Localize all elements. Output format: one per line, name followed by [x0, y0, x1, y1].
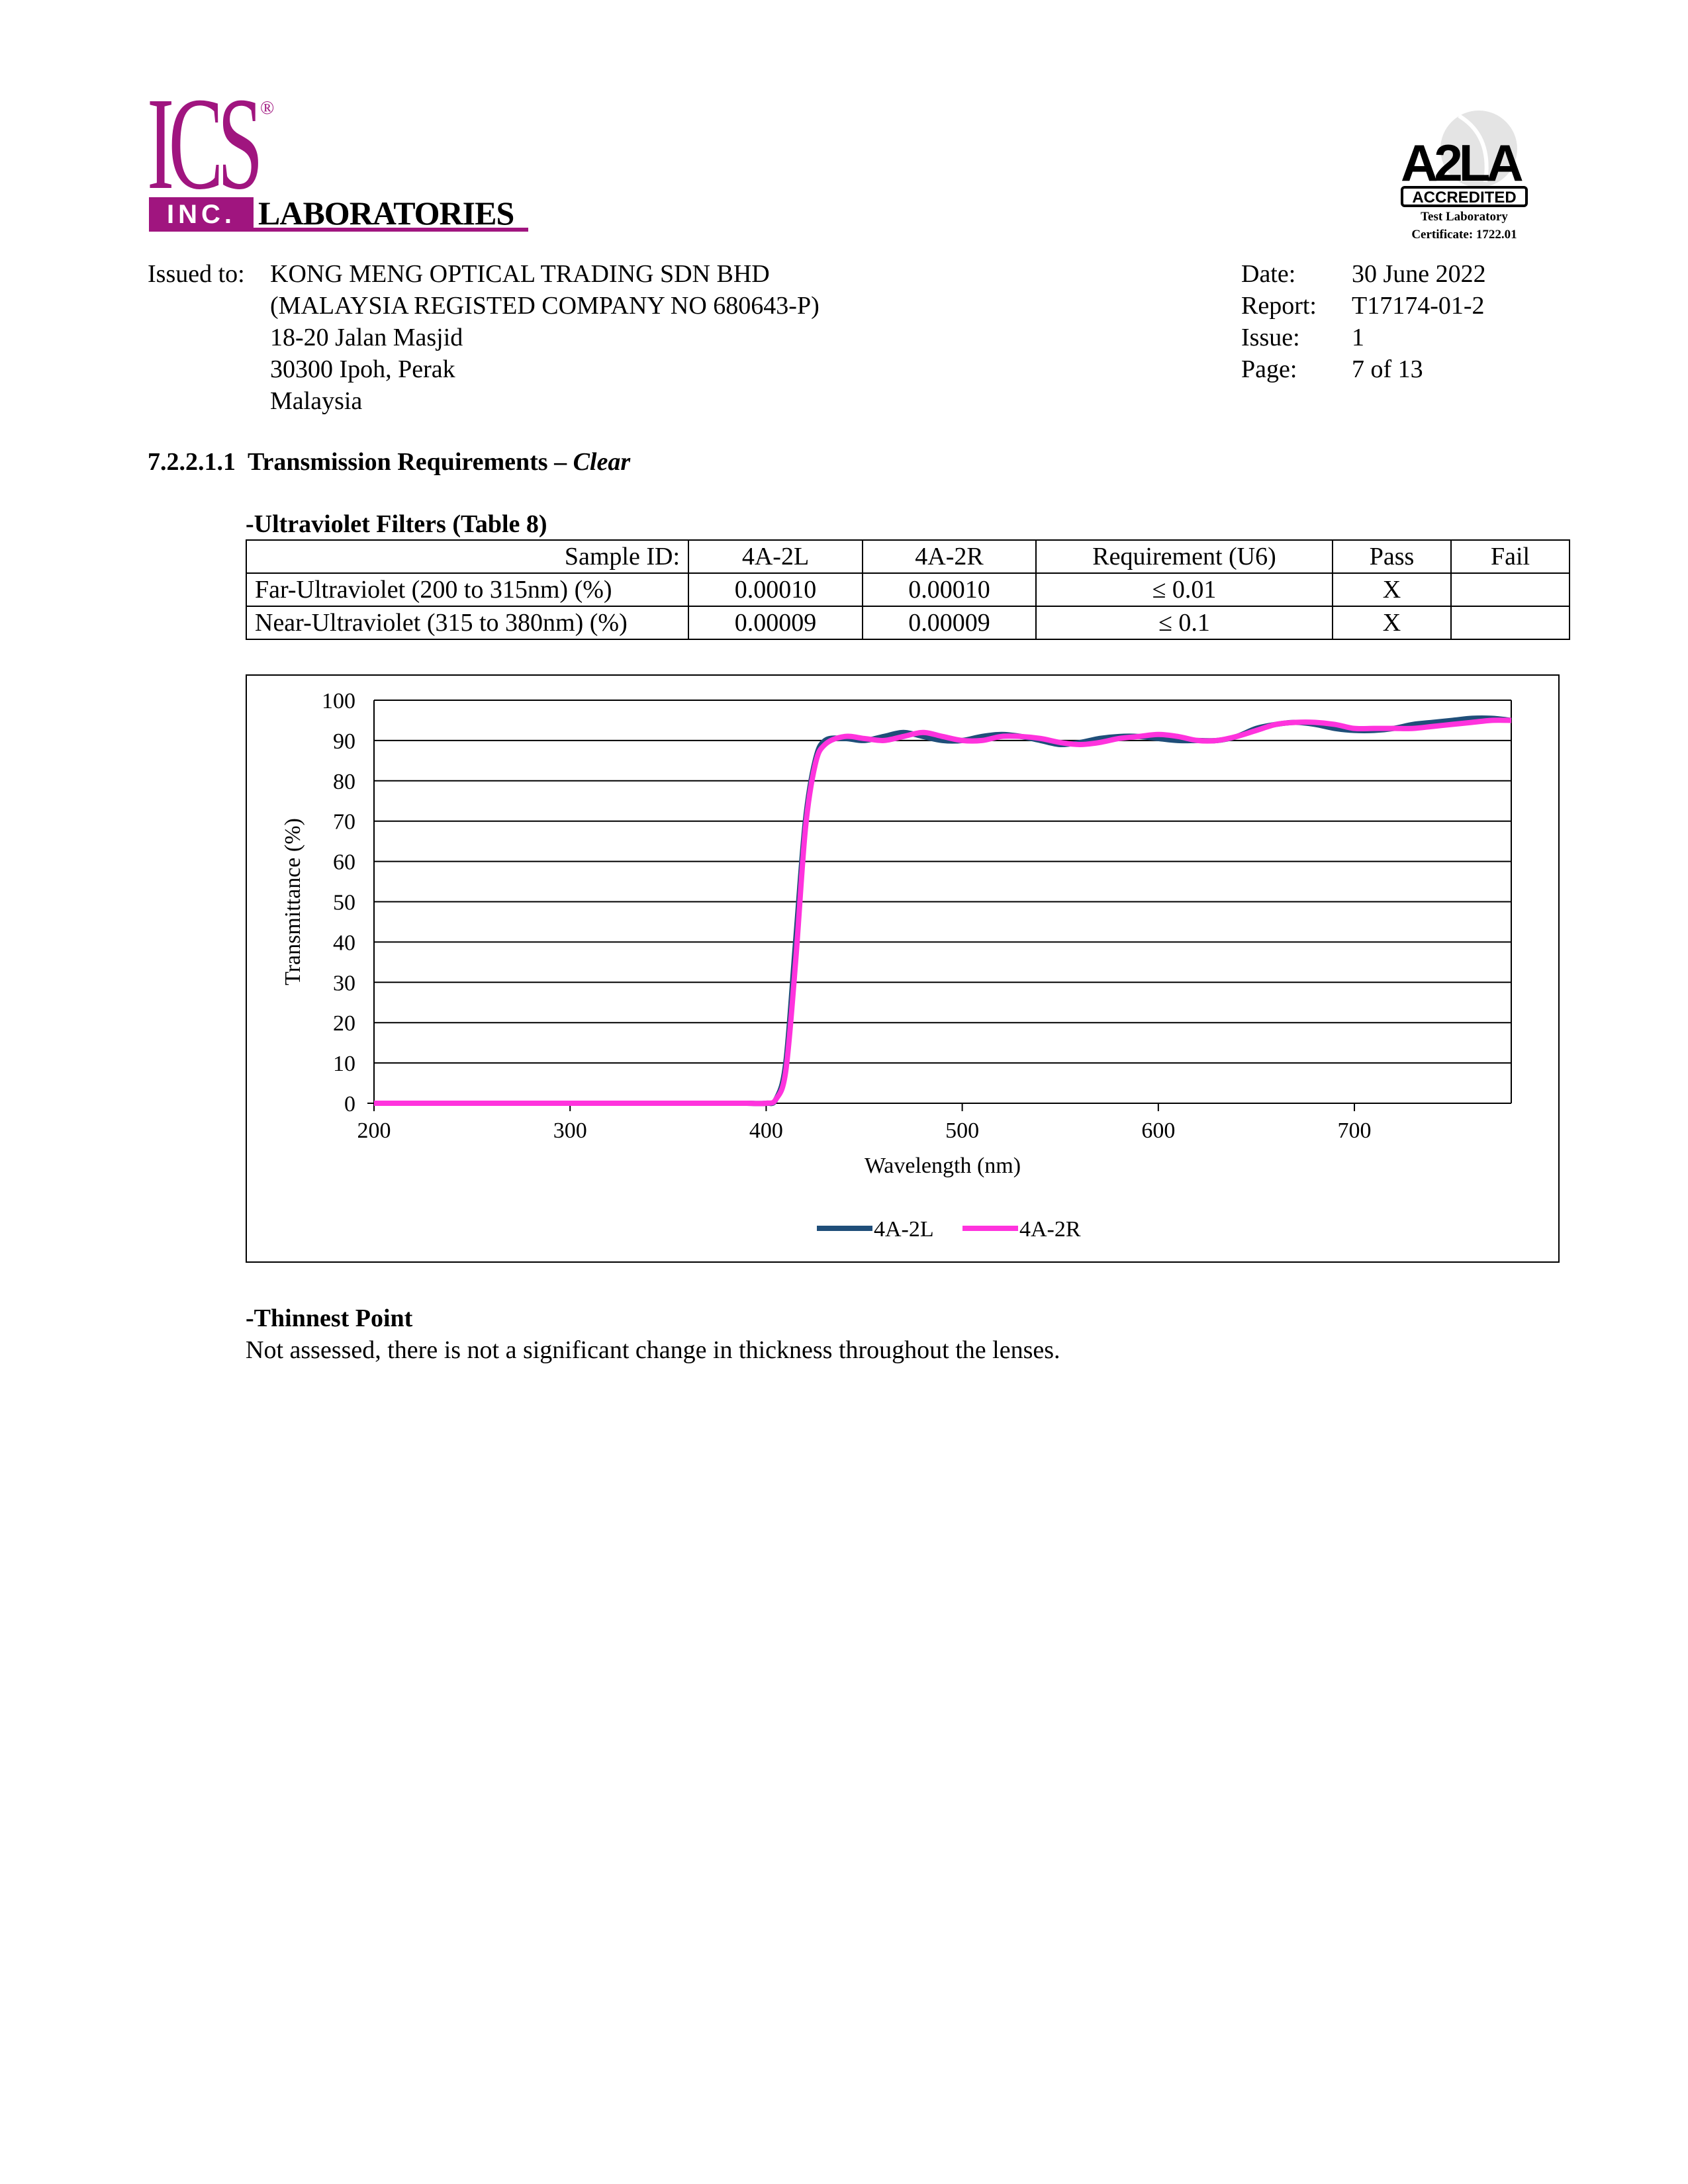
address-line: Malaysia — [270, 387, 363, 415]
report-meta-labels: Date: Report: Issue: Page: — [1241, 258, 1317, 385]
x-tick-label: 700 — [1338, 1118, 1372, 1143]
report-value: T17174-01-2 — [1352, 292, 1485, 320]
cell: Far-Ultraviolet (200 to 315nm) (%) — [246, 572, 689, 607]
y-tick-label: 30 — [333, 971, 355, 995]
address-line: 18-20 Jalan Masjid — [270, 324, 463, 351]
y-tick-label: 90 — [333, 729, 355, 754]
cell: Near-Ultraviolet (315 to 380nm) (%) — [246, 606, 689, 640]
header-fail: Fail — [1450, 539, 1570, 574]
table-caption: -Ultraviolet Filters (Table 8) — [246, 510, 547, 538]
section-title-text: Transmission Requirements – — [248, 448, 573, 476]
cell: ≤ 0.1 — [1035, 606, 1333, 640]
cell: 0.00009 — [862, 606, 1037, 640]
section-title-italic: Clear — [573, 448, 631, 476]
issued-to-label: Issued to: — [148, 260, 245, 288]
series-line-4a-2r — [374, 717, 1512, 1107]
thinnest-text: Not assessed, there is not a significant… — [246, 1336, 1060, 1364]
svg-text:A2LA: A2LA — [1401, 134, 1523, 192]
address-line: (MALAYSIA REGISTED COMPANY NO 680643-P) — [270, 292, 820, 320]
y-tick-label: 100 — [322, 689, 355, 713]
svg-text:Certificate: 1722.01: Certificate: 1722.01 — [1411, 228, 1517, 242]
page-label: Page: — [1241, 355, 1297, 383]
y-tick-label: 60 — [333, 850, 355, 875]
issue-label: Issue: — [1241, 324, 1300, 351]
x-tick-label: 600 — [1141, 1118, 1175, 1143]
inc-logo-box: INC. — [149, 197, 254, 232]
header-requirement: Requirement (U6) — [1035, 539, 1333, 574]
logo-underline — [254, 228, 528, 232]
section-title: Transmission Requirements – Clear — [248, 446, 630, 478]
thinnest-heading: -Thinnest Point — [246, 1304, 413, 1332]
page-value: 7 of 13 — [1352, 355, 1423, 383]
ics-logo: ICS — [147, 71, 263, 217]
registered-mark: ® — [260, 98, 275, 118]
legend-label: 4A-2L — [874, 1217, 934, 1242]
chart-frame — [246, 674, 1560, 1263]
table-row: Near-Ultraviolet (315 to 380nm) (%) 0.00… — [246, 606, 1570, 640]
header-sample-id: Sample ID: — [246, 539, 689, 574]
cell — [1450, 606, 1570, 640]
uv-filter-table: Sample ID: 4A-2L 4A-2R Requirement (U6) … — [246, 539, 1570, 640]
x-tick-label: 400 — [749, 1118, 783, 1143]
issued-to-address: KONG MENG OPTICAL TRADING SDN BHD (MALAY… — [270, 258, 820, 417]
transmittance-chart: 0 10 20 30 40 50 60 70 80 90 100 200 300 400 500 600 700… — [281, 689, 1512, 1242]
table-row: Far-Ultraviolet (200 to 315nm) (%) 0.000… — [246, 572, 1570, 607]
x-tick-label: 500 — [945, 1118, 979, 1143]
y-tick-label: 10 — [333, 1052, 355, 1076]
y-axis-title: Transmittance (%) — [281, 818, 305, 985]
header-4a-2r: 4A-2R — [862, 539, 1037, 574]
cell: 0.00010 — [688, 572, 863, 607]
y-tick-label: 0 — [344, 1092, 355, 1116]
report-meta-values: 30 June 2022 T17174-01-2 1 7 of 13 — [1352, 258, 1486, 385]
header-4a-2l: 4A-2L — [688, 539, 863, 574]
y-tick-label: 20 — [333, 1011, 355, 1036]
y-tick-label: 40 — [333, 931, 355, 955]
cell: X — [1332, 606, 1452, 640]
series-line-4a-2l — [374, 715, 1512, 1107]
svg-text:Test Laboratory: Test Laboratory — [1421, 210, 1508, 224]
x-axis-title: Wavelength (nm) — [865, 1154, 1021, 1178]
table-header-row: Sample ID: 4A-2L 4A-2R Requirement (U6) … — [246, 539, 1570, 574]
section-number: 7.2.2.1.1 — [148, 448, 236, 476]
address-line: KONG MENG OPTICAL TRADING SDN BHD — [270, 260, 770, 288]
laboratories-logo-text: LABORATORIES — [258, 195, 514, 232]
address-line: 30300 Ipoh, Perak — [270, 355, 455, 383]
y-tick-label: 70 — [333, 810, 355, 835]
x-tick-label: 300 — [553, 1118, 587, 1143]
report-label: Report: — [1241, 292, 1317, 320]
date-value: 30 June 2022 — [1352, 260, 1486, 288]
cell: X — [1332, 572, 1452, 607]
cell — [1450, 572, 1570, 607]
x-tick-label: 200 — [357, 1118, 391, 1143]
cell: 0.00009 — [688, 606, 863, 640]
a2la-accreditation-logo: A2LA ACCREDITED Test Laboratory Certific… — [1401, 111, 1528, 242]
y-tick-label: 50 — [333, 891, 355, 915]
svg-text:ACCREDITED: ACCREDITED — [1412, 189, 1516, 206]
legend-label: 4A-2R — [1019, 1217, 1081, 1242]
cell: ≤ 0.01 — [1035, 572, 1333, 607]
header-pass: Pass — [1332, 539, 1452, 574]
date-label: Date: — [1241, 260, 1296, 288]
y-tick-label: 80 — [333, 770, 355, 794]
issue-value: 1 — [1352, 324, 1364, 351]
cell: 0.00010 — [862, 572, 1037, 607]
